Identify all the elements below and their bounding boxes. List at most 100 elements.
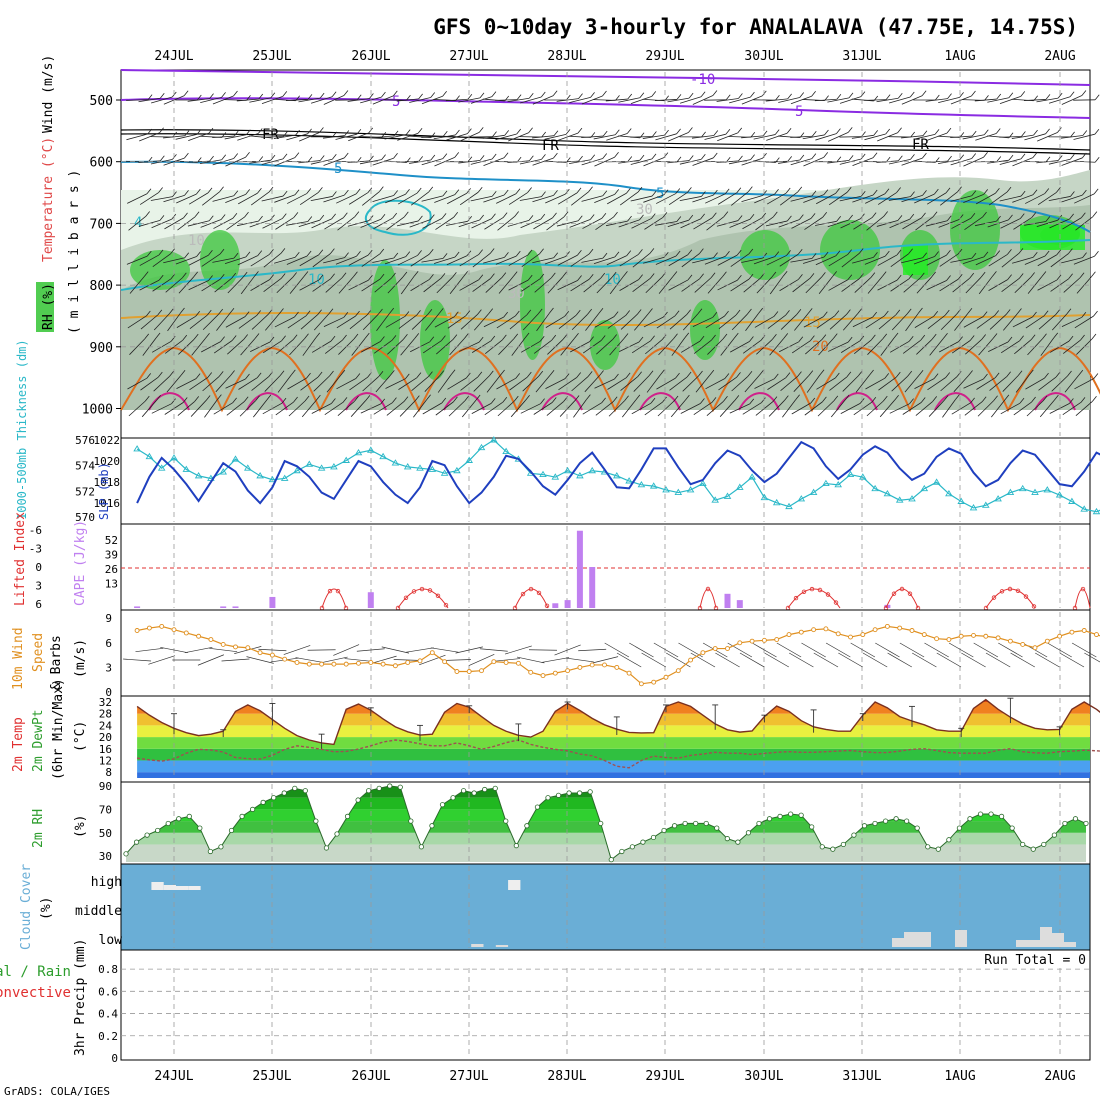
rh-point	[344, 813, 351, 820]
rh-point	[155, 827, 161, 834]
upper-wind-barb-flag	[354, 211, 360, 217]
upper-wind-barb-flag	[873, 252, 878, 258]
upper-wind-barb-flag	[821, 272, 826, 278]
upper-wind-barb-flag	[477, 186, 483, 193]
upper-wind-barb-flag	[381, 91, 386, 98]
thickness-point	[883, 489, 892, 497]
lifted-index-tick-label: 3	[35, 580, 42, 593]
upper-wind-barb	[483, 257, 505, 264]
upper-wind-barb-flag	[959, 92, 964, 98]
upper-wind-barb	[509, 314, 528, 330]
upper-wind-barb	[422, 340, 442, 354]
upper-wind-barb-flag	[759, 370, 764, 376]
cloud-level-label: middle	[75, 904, 122, 919]
upper-ylabels: RH (%) Temperature (°C) Wind (m/s) ( m i…	[41, 55, 82, 334]
upper-wind-barb	[681, 253, 700, 268]
upper-wind-barb	[460, 376, 479, 391]
wind-speed-point	[1020, 641, 1026, 647]
upper-wind-barb-flag	[529, 155, 534, 161]
upper-wind-barb-flag	[551, 334, 557, 341]
upper-wind-barb-flag	[981, 396, 987, 402]
upper-wind-barb-flag	[945, 187, 951, 194]
upper-wind-barb-flag	[872, 152, 878, 159]
upper-wind-barb	[201, 278, 221, 292]
rh-point	[513, 843, 519, 849]
upper-wind-barb-flag	[332, 153, 337, 160]
upper-wind-barb	[535, 374, 551, 393]
upper-wind-barb-flag	[233, 90, 238, 97]
lifted-index-point	[528, 586, 534, 592]
upper-wind-barb-flag	[1080, 334, 1085, 341]
upper-wind-barb	[731, 313, 748, 331]
upper-wind-barb	[434, 194, 456, 203]
upper-wind-barb-flag	[602, 90, 607, 97]
upper-wind-barb-flag	[438, 308, 444, 314]
upper-wind-barb	[853, 401, 873, 416]
upper-wind-barb-flag	[442, 190, 448, 197]
upper-wind-barb	[138, 97, 161, 103]
upper-wind-barb	[1050, 253, 1069, 268]
upper-wind-barb-flag	[1093, 373, 1099, 379]
lifted-index-point	[411, 589, 417, 594]
rh-point	[756, 820, 762, 827]
contour-minus10	[120, 69, 1091, 86]
upper-wind-barb-flag	[932, 396, 938, 402]
precip-tick-label: 0	[111, 1052, 118, 1065]
upper-wind-barb-flag	[218, 371, 224, 377]
upper-wind-barb	[889, 96, 911, 104]
upper-wind-barb	[989, 314, 1007, 330]
upper-wind-barb-flag	[661, 334, 667, 340]
upper-wind-barb-flag	[1081, 312, 1087, 318]
upper-wind-barb-flag	[219, 248, 225, 255]
upper-wind-barb-flag	[587, 371, 593, 377]
upper-wind-barb-flag	[1070, 191, 1075, 197]
upper-wind-barb	[905, 312, 919, 332]
upper-wind-barb	[866, 400, 884, 417]
contour-label: 30	[636, 202, 653, 218]
upper-wind-barb-flag	[897, 93, 903, 99]
surface-wind-barb	[825, 642, 851, 658]
upper-wind-barb-flag	[908, 273, 914, 280]
upper-wind-barb-flag	[418, 156, 424, 162]
upper-wind-barb-flag	[143, 271, 149, 277]
upper-wind-barb-flag	[625, 310, 631, 316]
upper-wind-barb-flag	[774, 129, 780, 135]
upper-wind-barb	[644, 401, 663, 416]
upper-wind-barb	[938, 96, 960, 104]
cloud-unit-label: (%)	[39, 897, 54, 920]
upper-wind-barb-flag	[429, 336, 435, 343]
upper-wind-barb-flag	[723, 396, 728, 402]
wind-tick-label: 0	[105, 686, 112, 699]
upper-wind-barb-flag	[390, 370, 395, 376]
upper-wind-barb	[273, 134, 296, 139]
upper-wind-barb	[460, 314, 478, 330]
upper-wind-barb-flag	[662, 396, 667, 403]
upper-wind-barb-flag	[441, 213, 447, 219]
upper-wind-barb	[692, 157, 714, 166]
upper-wind-barb-flag	[488, 308, 494, 314]
upper-wind-barb-flag	[414, 333, 420, 339]
upper-wind-barb	[790, 195, 813, 202]
upper-wind-barb-flag	[403, 211, 409, 218]
upper-wind-barb-flag	[219, 274, 225, 280]
upper-wind-barb	[765, 220, 788, 227]
upper-wind-barb	[335, 133, 357, 140]
upper-wind-barb	[545, 315, 565, 328]
upper-wind-barb-flag	[418, 93, 423, 100]
upper-wind-barb-flag	[747, 308, 752, 315]
surface-wind-barb	[344, 658, 373, 662]
wind-speed-point	[589, 662, 595, 668]
upper-wind-barb	[729, 96, 751, 104]
thickness-point	[736, 483, 744, 490]
upper-wind-barb	[486, 374, 501, 393]
upper-wind-barb	[630, 158, 653, 165]
upper-wind-barb-flag	[882, 395, 888, 402]
upper-wind-barb	[802, 134, 825, 140]
thickness-tick-label: 572	[75, 485, 95, 498]
upper-wind-barb-flag	[1092, 396, 1097, 402]
upper-wind-barb-flag	[771, 271, 777, 278]
upper-wind-barb	[336, 193, 357, 204]
rh-point	[1062, 820, 1068, 827]
thickness-point	[809, 488, 818, 495]
